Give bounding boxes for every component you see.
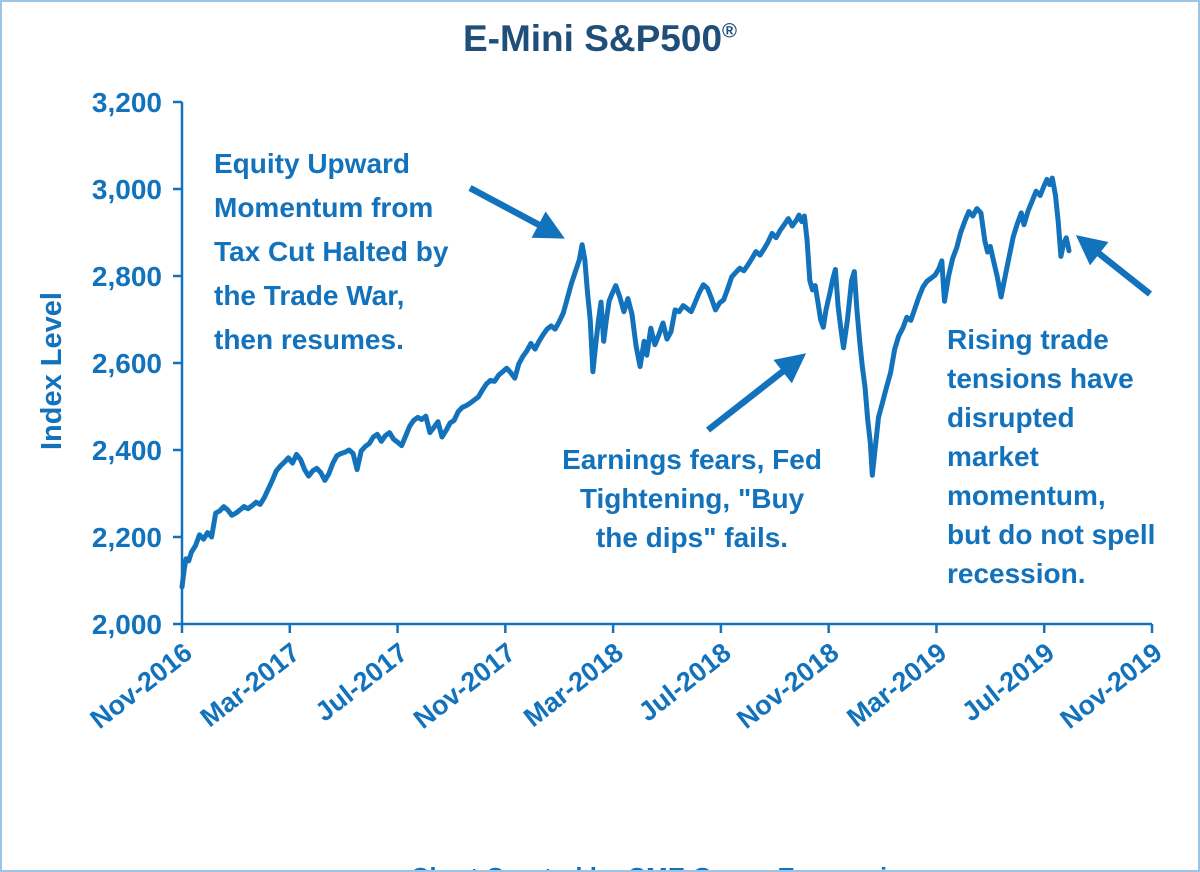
footer-credit-line: Chart Created by CME Group Economics.: [182, 856, 1152, 870]
annotation-trade-tensions: Rising trade tensions have disrupted mar…: [947, 324, 1156, 589]
annotation-tax-cut-momentum: Equity Upward Momentum from Tax Cut Halt…: [214, 148, 449, 355]
svg-text:Mar-2017: Mar-2017: [195, 637, 306, 733]
svg-text:2,400: 2,400: [92, 435, 162, 466]
svg-text:2,800: 2,800: [92, 261, 162, 292]
svg-text:3,200: 3,200: [92, 87, 162, 118]
svg-text:Nov-2018: Nov-2018: [731, 637, 844, 735]
y-axis-title: Index Level: [36, 292, 68, 450]
annotation-earnings-fears: Earnings fears, Fed Tightening, "Buy the…: [562, 444, 822, 553]
svg-text:Mar-2019: Mar-2019: [841, 637, 952, 733]
svg-text:Jul-2018: Jul-2018: [633, 637, 737, 727]
svg-text:3,000: 3,000: [92, 174, 162, 205]
page-title: E-Mini S&P500®: [2, 18, 1198, 60]
svg-text:Nov-2016: Nov-2016: [85, 637, 198, 735]
chart-footer: Chart Created by CME Group Economics. So…: [182, 772, 1152, 870]
svg-text:Mar-2018: Mar-2018: [518, 637, 629, 733]
svg-text:Jul-2017: Jul-2017: [310, 637, 414, 727]
svg-text:Nov-2019: Nov-2019: [1055, 637, 1168, 735]
svg-text:2,200: 2,200: [92, 522, 162, 553]
registered-trademark-icon: ®: [722, 20, 738, 43]
page-title-text: E-Mini S&P500: [462, 18, 723, 59]
svg-text:Jul-2019: Jul-2019: [956, 637, 1060, 727]
svg-text:Nov-2017: Nov-2017: [408, 637, 521, 735]
svg-text:2,600: 2,600: [92, 348, 162, 379]
svg-text:2,000: 2,000: [92, 609, 162, 640]
